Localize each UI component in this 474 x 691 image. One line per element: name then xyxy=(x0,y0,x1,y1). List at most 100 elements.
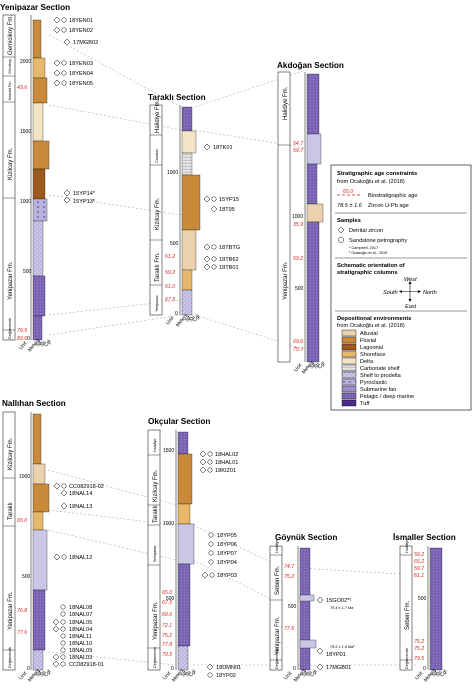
okcular-age-696: 69.6 xyxy=(162,612,172,618)
sample-18nal10: 18NAL10 xyxy=(69,641,92,647)
detrital-zircon-icon xyxy=(203,255,211,263)
sample-18tb62: 18TB62 xyxy=(219,257,239,263)
compass-west: West xyxy=(404,277,417,283)
sandstone-icon xyxy=(61,17,67,23)
nallihan-samples: CC082918-02 18NAL14 18NAL13 18NAL12 xyxy=(53,482,104,561)
nallihan-unit-kizilcay: Kizilcay Fm. xyxy=(8,437,14,470)
ismaller-age-597: 59.7 xyxy=(414,566,425,572)
goynuk-unit-degirmencik: Değirmencik xyxy=(275,648,279,669)
okcular-age-752: 75.2 xyxy=(162,633,172,639)
sandstone-icon xyxy=(61,483,67,489)
okcular-scale-500: 500 xyxy=(166,596,175,602)
yenipazar-scale-1500: 1500 xyxy=(20,129,31,135)
sample-18yp03: 18YP03 xyxy=(217,573,237,579)
okcular-age-650: 65.0 xyxy=(162,590,172,596)
akdogan-column: Halidiye Fm. Yenipazar Fm. 1000 500 54.7… xyxy=(277,71,326,375)
sandstone-icon xyxy=(211,256,217,262)
sample-15go02: 15GO02*² xyxy=(326,598,351,604)
nallihan-age-768: 76.8 xyxy=(17,608,27,614)
legend-env-delta: Delta xyxy=(360,359,374,365)
akdogan-title: Akdoğan Section xyxy=(277,61,344,70)
sandstone-icon xyxy=(211,244,217,250)
sandstone-icon xyxy=(60,604,66,610)
tarakli-scale-1000: 1000 xyxy=(167,170,178,176)
tarakli-grain-slt: Slt xyxy=(184,314,193,323)
swatch-pyroclastic xyxy=(341,378,357,386)
swatch-lagoonal xyxy=(341,343,357,351)
tarakli-grain-sh: Sh xyxy=(188,315,197,324)
sandstone-icon xyxy=(338,237,344,243)
tarakli-scale-500: 500 xyxy=(170,241,179,247)
legend-env-source: from Ocakoğlu et al. (2018) xyxy=(337,323,405,329)
nallihan-grain-sh: Sh xyxy=(39,670,48,679)
okcular-age-795: 79.5 xyxy=(162,652,172,658)
okcular-title: Okçular Section xyxy=(148,417,210,426)
okcular-scale-0: 0 xyxy=(171,666,174,672)
sandstone-icon xyxy=(60,647,66,653)
nallihan-grain-slt: Slt xyxy=(35,669,44,678)
sample-18hal01: 18HAL01 xyxy=(215,460,238,466)
sandstone-icon xyxy=(60,619,66,625)
legend-samples-title: Samples xyxy=(337,218,361,224)
compass-south: South xyxy=(383,290,398,296)
okcular-unit-tarakli: Taraklı xyxy=(153,505,159,523)
ismaller-age-611: 61.1 xyxy=(414,573,424,579)
detrital-zircon-icon xyxy=(52,625,60,633)
tarakli-samples: 18TK01 15YP15 18T95 18TBTG 18TB62 18TB01 xyxy=(203,143,240,271)
nallihan-column: Kizilcay Fm. Taraklı Yenipazar Fm. Değir… xyxy=(2,411,52,683)
akdogan-grain-cgl: Cgl xyxy=(317,361,326,371)
ismaller-unit-halidiye: Halidiye xyxy=(405,539,409,553)
sandstone-icon xyxy=(209,572,215,578)
sample-18nal09: 18NAL09 xyxy=(69,648,92,654)
compass-east: East xyxy=(405,304,417,310)
detrital-zircon-icon xyxy=(53,69,61,77)
detrital-zircon-icon xyxy=(337,226,345,234)
sandstone-icon xyxy=(211,264,217,270)
okcular-grain-slt: Slt xyxy=(180,669,189,678)
sample-18nal12: 18NAL12 xyxy=(69,555,92,561)
akdogan-age-359: 35.9 xyxy=(293,222,303,228)
legend-env-pelagic: Pelagic / deep marine xyxy=(360,394,414,400)
sandstone-icon xyxy=(60,661,66,667)
sample-cc082918-01: CC082918-01 xyxy=(69,662,104,668)
sample-18yp01: 18YP01 xyxy=(326,652,346,658)
ismaller-age-752b: 75.2 xyxy=(414,646,424,652)
ismaller-column: Halidiye Seben Fm. Değirmencik 500 0 59.… xyxy=(399,539,448,683)
sample-18yen03: 18YEN03 xyxy=(69,61,93,67)
tarakli-age-592: 59.2 xyxy=(165,270,175,276)
sandstone-icon xyxy=(60,626,66,632)
ismaller-scale-500: 500 xyxy=(418,596,427,602)
ismaller-age-752a: 75.2 xyxy=(414,639,424,645)
legend-env-pyroclastic: Pyroclastic xyxy=(360,380,387,386)
legend-note-1: * Campbell, 2017 xyxy=(349,246,378,250)
sample-15yp13: 15YP13* xyxy=(73,199,96,205)
okcular-grain-sh: Sh xyxy=(184,670,193,679)
detrital-zircon-icon xyxy=(63,196,71,204)
sample-18nal04: 18NAL04 xyxy=(69,627,92,633)
sample-18nal08: 18NAL08 xyxy=(69,605,92,611)
nallihan-unit-tarakli: Taraklı xyxy=(8,502,14,520)
sandstone-icon xyxy=(207,451,213,457)
legend-env-title: Depositional environments xyxy=(337,316,411,322)
yenipazar-unit-yenipazar: Yenipazar Fm. xyxy=(8,261,14,300)
sample-18t95: 18T95 xyxy=(219,207,235,213)
tarakli-unit-cambaz: Cambaz xyxy=(155,149,159,163)
okcular-unit-degirmencik: Değirmencik xyxy=(153,647,157,668)
yenipazar-unit-label: Unit xyxy=(18,340,29,351)
detrital-zircon-icon xyxy=(60,502,68,510)
akdogan-grain-slt: Slt xyxy=(309,361,318,370)
yenipazar-unit-gemicikoy: Gemicikoy Fm. xyxy=(8,15,14,55)
okcular-column: Halidiye Kizilcay Fm. Taraklı Selvipinar… xyxy=(147,429,197,683)
detrital-zircon-icon xyxy=(63,189,71,197)
goynuk-unit-seben: Seben Fm. xyxy=(275,565,281,595)
sandstone-icon xyxy=(207,459,213,465)
okcular-unit-kizilcay: Kizilcay Fm. xyxy=(153,469,159,502)
legend-orient-title-2: stratigraphic columns xyxy=(337,270,398,276)
detrital-zircon-icon xyxy=(53,26,61,34)
sandstone-icon xyxy=(207,672,213,678)
nallihan-samples-lower: 18NAL08 18NAL07 18NAL05 18NAL04 18NAL11 … xyxy=(52,604,104,668)
nallihan-unit-yenipazar: Yenipazar Fm. xyxy=(8,591,14,630)
okcular-scale-1500: 1500 xyxy=(163,448,174,454)
nallihan-unit-label: Unit xyxy=(18,670,29,681)
sample-18nal14: 18NAL14 xyxy=(69,491,92,497)
